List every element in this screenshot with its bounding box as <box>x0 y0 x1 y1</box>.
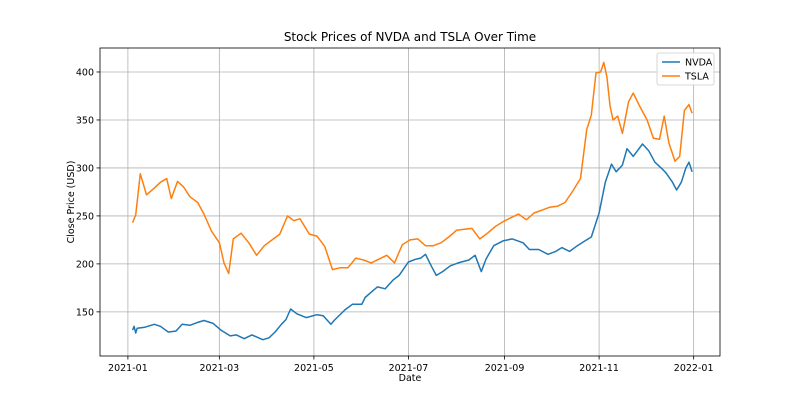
x-tick-label: 2021-03 <box>199 363 239 374</box>
x-tick-label: 2021-01 <box>108 363 148 374</box>
x-tick-label: 2021-07 <box>389 363 429 374</box>
legend-label-tsla: TSLA <box>684 72 709 83</box>
ticks: 2021-01 2021-03 2021-05 2021-07 2021-09 2021-… <box>76 67 714 374</box>
y-tick-label: 400 <box>76 67 94 78</box>
y-tick-label: 350 <box>76 115 94 126</box>
y-tick-label: 300 <box>76 163 94 174</box>
x-tick-label: 2022-01 <box>674 363 714 374</box>
x-tick-label: 2021-09 <box>485 363 525 374</box>
x-tick-label: 2021-05 <box>294 363 334 374</box>
legend-box <box>656 52 715 86</box>
chart-title: Stock Prices of NVDA and TSLA Over Time <box>284 30 536 44</box>
legend: NVDA TSLA <box>656 52 715 86</box>
series-line-nvda <box>131 143 693 341</box>
y-axis-title: Close Price (USD) <box>66 161 77 244</box>
x-axis-title: Date <box>399 373 422 384</box>
y-tick-label: 250 <box>76 211 94 222</box>
legend-label-nvda: NVDA <box>685 58 713 69</box>
x-tick-label: 2021-11 <box>579 363 619 374</box>
y-tick-label: 150 <box>76 307 94 318</box>
y-tick-label: 200 <box>76 259 94 270</box>
series-layer <box>131 61 693 341</box>
grid <box>100 48 720 356</box>
plot-frame <box>99 47 721 357</box>
series-line-tsla <box>131 61 693 275</box>
